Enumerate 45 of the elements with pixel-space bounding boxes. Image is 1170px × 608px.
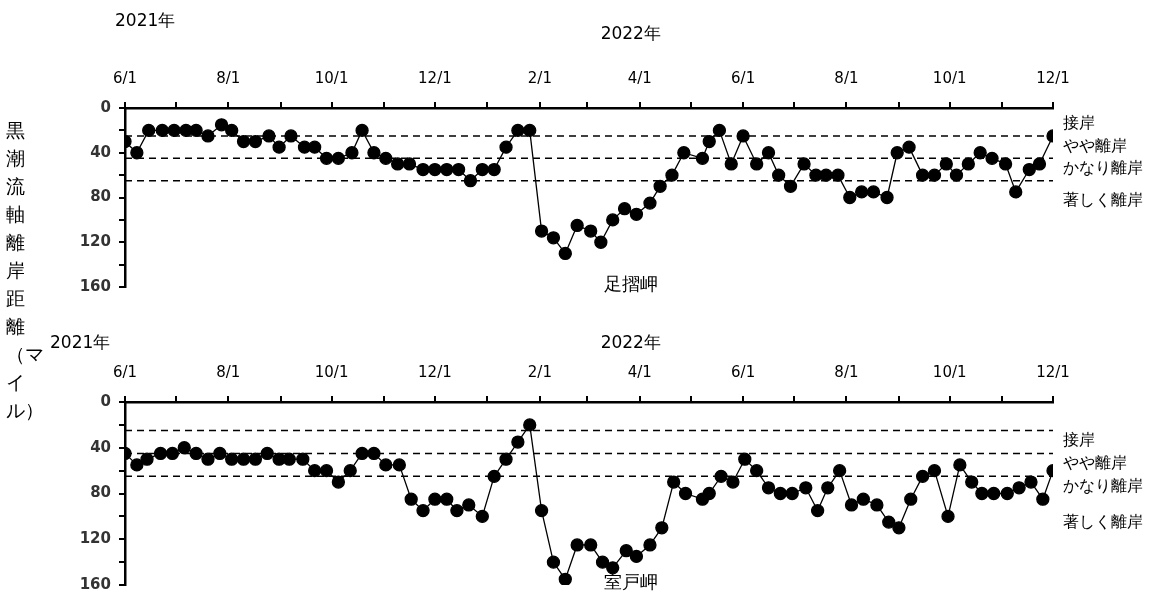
y-tick-label: 0	[100, 391, 111, 410]
x-tick-label: 6/1	[112, 68, 138, 87]
text: 2022年	[600, 23, 661, 44]
y-tick-label: 40	[90, 142, 111, 161]
y-tick-label: 80	[90, 483, 111, 502]
text: かなり離岸	[1063, 475, 1143, 495]
x-tick-label: 6/1	[731, 68, 756, 87]
x-tick-label: 8/1	[834, 68, 859, 87]
x-tick-label: 4/1	[627, 362, 652, 381]
y-tick-label: 160	[79, 276, 111, 295]
x-tick-label: 6/1	[731, 362, 756, 381]
x-tick-label: 10/1	[932, 68, 967, 87]
x-tick-label: 8/1	[216, 68, 241, 87]
y-tick-label: 40	[90, 437, 111, 456]
x-tick-label: 6/1	[112, 362, 138, 381]
text: やや離岸	[1063, 135, 1127, 155]
x-tick-label: 10/1	[932, 362, 967, 381]
x-tick-label: 12/1	[418, 68, 452, 87]
y-tick-label: 120	[79, 529, 111, 548]
text: 2021年	[50, 332, 111, 353]
y-tick-label: 0	[100, 97, 111, 116]
x-tick-label: 10/1	[314, 68, 349, 87]
x-tick-label: 4/1	[627, 68, 652, 87]
text: やや離岸	[1063, 452, 1127, 472]
text: 著しく離岸	[1063, 511, 1143, 531]
x-tick-label: 10/1	[314, 362, 349, 381]
text: 黒潮流軸離岸距離（マイル）	[6, 119, 44, 421]
text: 2021年	[115, 10, 176, 31]
x-tick-label: 8/1	[834, 362, 859, 381]
x-tick-label: 2/1	[527, 68, 552, 87]
x-tick-label: 12/1	[1036, 362, 1070, 381]
y-tick-label: 120	[79, 232, 111, 251]
text: 接岸	[1063, 429, 1095, 449]
text: 室戸岬	[603, 570, 658, 592]
x-tick-label: 8/1	[216, 362, 241, 381]
y-tick-label: 160	[79, 574, 111, 593]
x-tick-label: 12/1	[418, 362, 452, 381]
text: 足摺岬	[603, 272, 658, 294]
x-tick-label: 12/1	[1036, 68, 1070, 87]
y-tick-label: 80	[90, 187, 111, 206]
text: 2022年	[600, 332, 661, 353]
text: かなり離岸	[1063, 157, 1143, 177]
text: 接岸	[1063, 113, 1095, 133]
text: 著しく離岸	[1063, 189, 1143, 209]
x-tick-label: 2/1	[527, 362, 552, 381]
